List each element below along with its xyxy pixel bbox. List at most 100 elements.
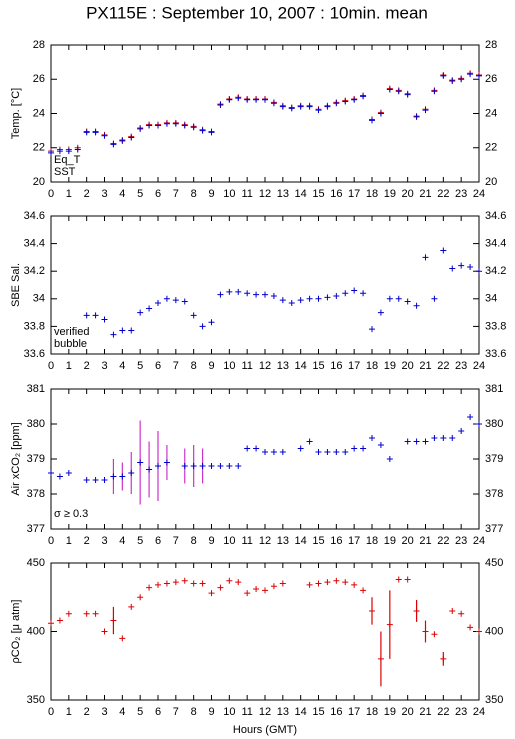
data-point xyxy=(83,312,90,319)
data-point xyxy=(386,456,393,462)
data-point xyxy=(342,579,349,586)
data-point xyxy=(92,477,99,483)
data-point xyxy=(181,122,188,129)
data-point xyxy=(101,132,108,139)
data-point xyxy=(476,268,482,275)
y-tick-label: 378 xyxy=(485,488,503,500)
x-tick-label: 5 xyxy=(137,188,143,200)
x-tick-label: 16 xyxy=(330,188,342,200)
data-point xyxy=(297,297,304,304)
data-point xyxy=(217,584,224,591)
data-point xyxy=(244,290,251,297)
data-point xyxy=(101,477,108,483)
data-point xyxy=(386,295,393,302)
x-tick-label: 1 xyxy=(66,360,72,372)
x-tick-label: 6 xyxy=(155,706,161,718)
legend-entry: SST xyxy=(54,166,76,178)
x-tick-label: 24 xyxy=(473,706,485,718)
legend-entry: verified xyxy=(54,326,89,338)
x-tick-label: 4 xyxy=(119,188,125,200)
data-point xyxy=(146,305,153,312)
x-tick-label: 21 xyxy=(419,360,431,372)
y-tick-label: 33.8 xyxy=(24,320,45,332)
x-tick-label: 16 xyxy=(330,535,342,547)
data-point xyxy=(253,291,260,298)
data-point xyxy=(199,580,206,587)
x-tick-label: 15 xyxy=(312,360,324,372)
x-tick-label: 14 xyxy=(295,535,307,547)
data-point xyxy=(369,117,375,124)
data-point xyxy=(235,463,242,469)
x-tick-label: 6 xyxy=(155,360,161,372)
x-tick-label: 11 xyxy=(241,706,252,718)
data-point xyxy=(101,316,108,323)
data-point xyxy=(110,331,117,338)
x-tick-label: 12 xyxy=(259,706,271,718)
data-point xyxy=(404,91,411,98)
data-point xyxy=(315,107,322,114)
data-point xyxy=(208,319,215,326)
x-axis-label: Hours (GMT) xyxy=(233,724,297,736)
data-point xyxy=(342,449,349,455)
x-tick-label: 18 xyxy=(366,360,378,372)
x-tick-label: 11 xyxy=(241,360,252,372)
data-point xyxy=(440,72,447,79)
data-point xyxy=(306,438,313,445)
data-point xyxy=(262,587,268,594)
data-point xyxy=(288,299,295,306)
x-tick-label: 9 xyxy=(208,188,214,200)
x-tick-label: 20 xyxy=(402,535,414,547)
x-tick-label: 9 xyxy=(208,535,214,547)
data-point xyxy=(324,449,331,455)
data-point xyxy=(351,96,358,103)
chart-title: PX115E : September 10, 2007 : 10min. mea… xyxy=(86,3,428,22)
y-tick-label: 400 xyxy=(485,625,503,637)
data-point xyxy=(395,88,402,95)
data-point xyxy=(458,610,465,617)
y-axis-label: Temp. [°C] xyxy=(10,88,22,139)
y-tick-label: 34.2 xyxy=(485,265,506,277)
data-point xyxy=(306,295,313,302)
x-tick-label: 10 xyxy=(223,360,235,372)
legend-entry: bubble xyxy=(54,338,87,350)
data-point xyxy=(279,297,286,304)
data-point xyxy=(208,129,215,136)
x-tick-label: 14 xyxy=(295,188,307,200)
y-tick-label: 381 xyxy=(485,383,503,395)
x-tick-label: 1 xyxy=(66,706,72,718)
x-tick-label: 10 xyxy=(223,535,235,547)
y-tick-label: 377 xyxy=(485,523,503,535)
data-point xyxy=(92,610,99,617)
data-point xyxy=(119,635,126,642)
x-tick-label: 17 xyxy=(348,535,360,547)
data-point xyxy=(253,586,260,593)
data-point xyxy=(360,93,367,100)
x-tick-label: 8 xyxy=(191,188,197,200)
data-point xyxy=(467,71,474,78)
data-point xyxy=(155,581,161,588)
x-tick-label: 21 xyxy=(419,706,431,718)
data-point xyxy=(413,113,420,120)
y-tick-label: 400 xyxy=(27,625,45,637)
data-point xyxy=(253,445,260,452)
data-point xyxy=(369,326,375,333)
data-point xyxy=(137,309,144,316)
data-point xyxy=(226,96,233,103)
data-point xyxy=(386,621,393,628)
data-point xyxy=(244,590,251,597)
data-point xyxy=(377,110,384,117)
data-point xyxy=(65,470,72,476)
annotation: σ ≥ 0.3 xyxy=(54,508,88,520)
x-tick-label: 2 xyxy=(84,706,90,718)
x-tick-label: 14 xyxy=(295,360,307,372)
data-point xyxy=(190,124,197,131)
x-tick-label: 8 xyxy=(191,360,197,372)
data-point xyxy=(146,466,153,473)
data-point xyxy=(65,148,72,155)
x-tick-label: 18 xyxy=(366,535,378,547)
data-point xyxy=(181,463,188,469)
data-point xyxy=(262,449,268,455)
y-tick-label: 380 xyxy=(485,418,503,430)
data-point xyxy=(315,295,322,302)
